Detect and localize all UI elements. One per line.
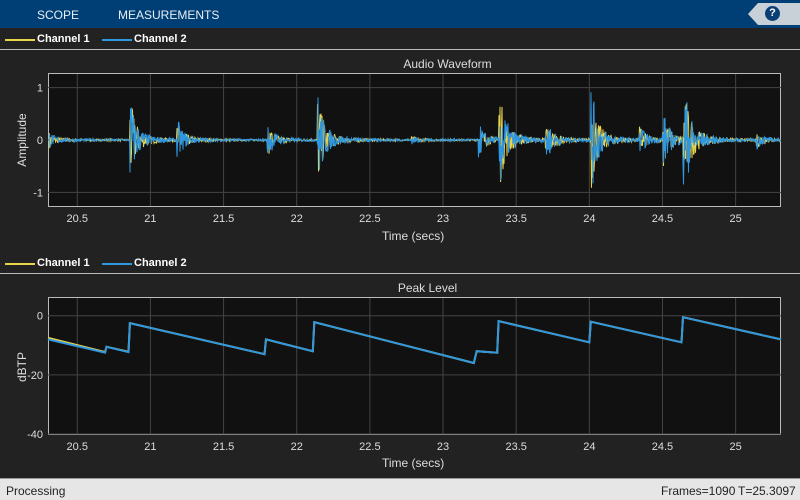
x-tick-label: 22: [291, 441, 303, 453]
toolstrip: SCOPE MEASUREMENTS ?: [0, 0, 800, 28]
x-tick-label: 24.5: [652, 441, 673, 453]
legend-bottom: Channel 1 Channel 2: [0, 252, 800, 274]
x-tick-label: 21.5: [213, 213, 234, 225]
x-tick-label: 22.5: [359, 213, 380, 225]
y-tick-label: -1: [33, 187, 43, 199]
x-tick-label: 22: [291, 213, 303, 225]
question-mark-icon: ?: [765, 6, 780, 21]
status-bar: Processing Frames=1090 T=25.3097: [0, 478, 800, 500]
x-tick-label: 22.5: [359, 441, 380, 453]
x-tick-label: 25: [730, 213, 742, 225]
x-tick-label: 24: [583, 213, 595, 225]
y-tick-label: 0: [37, 135, 43, 147]
plot1-xlabel: Time (secs): [382, 229, 445, 243]
legend-channel2[interactable]: Channel 2: [134, 33, 187, 45]
legend-channel2[interactable]: Channel 2: [134, 257, 187, 269]
plot1-title: Audio Waveform: [403, 57, 492, 71]
y-tick-label: 0: [37, 311, 43, 323]
tab-scope[interactable]: SCOPE: [37, 8, 80, 22]
x-tick-label: 25: [730, 441, 742, 453]
plot2-xlabel: Time (secs): [382, 456, 445, 470]
x-tick-label: 23: [437, 213, 449, 225]
waveform-channel2: [48, 92, 781, 185]
x-tick-label: 23: [437, 441, 449, 453]
plot2-title: Peak Level: [397, 281, 458, 295]
channel1-swatch: [5, 39, 35, 41]
channel1-swatch: [5, 263, 35, 265]
legend-channel1[interactable]: Channel 1: [37, 33, 90, 45]
help-button[interactable]: ?: [748, 2, 800, 26]
x-tick-label: 23.5: [505, 213, 526, 225]
legend-top: Channel 1 Channel 2: [0, 28, 800, 50]
legend-channel1[interactable]: Channel 1: [37, 257, 90, 269]
x-tick-label: 24: [583, 441, 595, 453]
y-tick-label: -40: [27, 429, 43, 441]
status-text: Processing: [6, 484, 66, 498]
x-tick-label: 21: [144, 213, 156, 225]
channel2-swatch: [102, 263, 132, 265]
x-tick-label: 24.5: [652, 213, 673, 225]
peak-line-channel2: [47, 315, 782, 365]
plot2-axes: [48, 297, 781, 435]
x-tick-label: 23.5: [505, 441, 526, 453]
x-tick-label: 20.5: [67, 441, 88, 453]
x-tick-label: 21.5: [213, 441, 234, 453]
tab-measurements[interactable]: MEASUREMENTS: [118, 8, 220, 22]
channel2-swatch: [102, 39, 132, 41]
x-tick-label: 20.5: [67, 213, 88, 225]
time-readout: T=25.3097: [738, 484, 796, 498]
y-tick-label: 1: [37, 83, 43, 95]
x-tick-label: 21: [144, 441, 156, 453]
plots-canvas: 20.5 21 21.5 22 22.5 23 23.5 24 24.5 25 1 0 -1 20.5 21…: [27, 74, 782, 453]
y-tick-label: -20: [27, 370, 43, 382]
frames-count: Frames=1090: [661, 484, 736, 498]
